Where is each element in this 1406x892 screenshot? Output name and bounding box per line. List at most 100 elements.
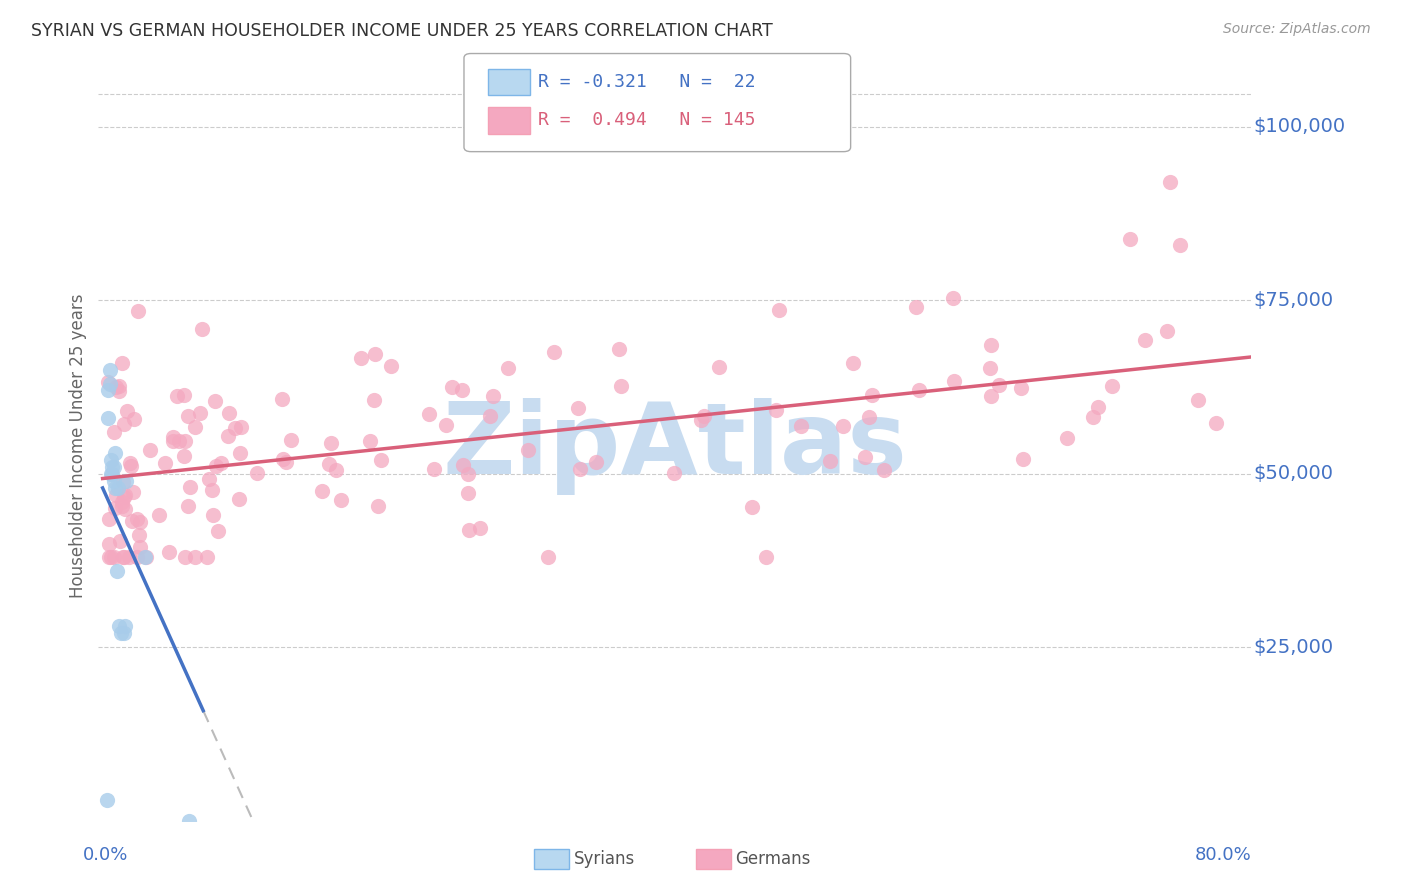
Point <box>110 626 132 640</box>
Point <box>173 388 195 402</box>
Point <box>567 401 589 416</box>
Point <box>1133 333 1156 347</box>
Y-axis label: Householder Income Under 25 years: Householder Income Under 25 years <box>69 293 87 599</box>
Point <box>363 392 385 407</box>
Point <box>321 435 343 450</box>
Point <box>190 406 212 420</box>
Point <box>855 450 877 465</box>
Text: Source: ZipAtlas.com: Source: ZipAtlas.com <box>1223 22 1371 37</box>
Point <box>101 467 124 481</box>
Point <box>942 292 965 306</box>
Point <box>153 456 176 470</box>
Point <box>217 429 239 443</box>
Point <box>115 404 138 418</box>
Point <box>873 463 896 477</box>
Point <box>114 502 136 516</box>
Point <box>841 356 863 370</box>
Point <box>457 523 479 537</box>
Point <box>100 549 122 564</box>
Text: $50,000: $50,000 <box>1254 464 1334 483</box>
Point <box>114 488 136 502</box>
Point <box>942 375 965 389</box>
Point <box>270 392 292 407</box>
Point <box>470 521 492 535</box>
Point <box>174 549 197 564</box>
Point <box>330 493 353 508</box>
Point <box>1087 400 1109 414</box>
Point <box>166 389 188 403</box>
Point <box>496 361 519 376</box>
Point <box>537 549 560 564</box>
Point <box>127 304 149 318</box>
Point <box>245 466 267 480</box>
Point <box>689 413 711 427</box>
Point <box>134 549 156 564</box>
Point <box>114 619 136 633</box>
Point <box>229 446 252 460</box>
Point <box>115 474 138 488</box>
Point <box>818 454 841 468</box>
Point <box>100 453 122 467</box>
Point <box>97 411 120 425</box>
Point <box>135 549 157 564</box>
Point <box>204 394 226 409</box>
Point <box>129 515 152 529</box>
Point <box>177 499 200 513</box>
Point <box>101 459 124 474</box>
Point <box>370 453 392 467</box>
Point <box>765 402 787 417</box>
Point <box>988 377 1011 392</box>
Point <box>904 300 927 314</box>
Point <box>664 466 686 480</box>
Point <box>359 434 381 449</box>
Point <box>121 514 143 528</box>
Point <box>157 545 180 559</box>
Point <box>363 347 385 361</box>
Point <box>162 430 184 444</box>
Point <box>280 433 302 447</box>
Text: $75,000: $75,000 <box>1254 291 1334 310</box>
Point <box>198 472 221 486</box>
Point <box>1081 410 1104 425</box>
Point <box>1010 381 1032 395</box>
Point <box>201 483 224 497</box>
Point <box>120 459 142 474</box>
Point <box>569 461 592 475</box>
Point <box>451 458 474 473</box>
Point <box>184 420 207 434</box>
Point <box>516 443 538 458</box>
Point <box>118 549 141 564</box>
Point <box>450 383 472 397</box>
Point <box>832 418 855 433</box>
Point <box>1056 431 1078 445</box>
Point <box>98 537 121 551</box>
Text: Syrians: Syrians <box>574 850 636 868</box>
Point <box>224 421 246 435</box>
Point <box>202 508 225 523</box>
Point <box>104 446 127 460</box>
Point <box>273 452 295 467</box>
Point <box>148 508 170 522</box>
Point <box>1159 175 1181 189</box>
Point <box>607 342 630 356</box>
Point <box>104 481 127 495</box>
Point <box>191 322 214 336</box>
Point <box>103 549 125 564</box>
Point <box>98 376 121 391</box>
Point <box>610 379 633 393</box>
Point <box>103 500 125 515</box>
Point <box>167 434 190 449</box>
Text: 0.0%: 0.0% <box>83 846 128 863</box>
Point <box>482 389 505 403</box>
Point <box>768 302 790 317</box>
Point <box>179 814 201 828</box>
Point <box>741 500 763 514</box>
Point <box>103 474 125 488</box>
Text: Germans: Germans <box>735 850 811 868</box>
Point <box>207 524 229 538</box>
Text: $25,000: $25,000 <box>1254 638 1334 657</box>
Point <box>98 512 121 526</box>
Point <box>112 490 135 504</box>
Point <box>111 549 134 564</box>
Point <box>311 484 333 499</box>
